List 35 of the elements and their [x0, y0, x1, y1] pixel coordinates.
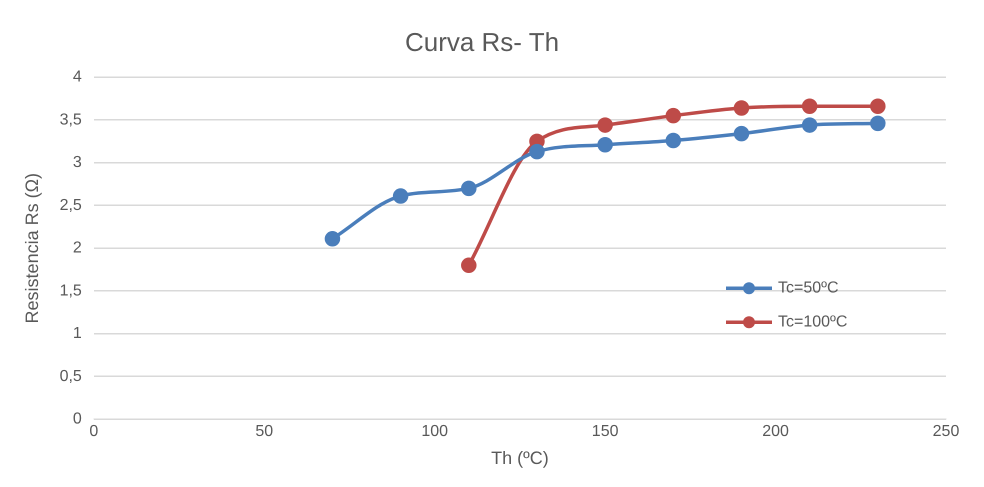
point [734, 126, 750, 142]
y-tick-label: 0 [72, 410, 82, 428]
y-tick-label: 2,5 [60, 196, 82, 214]
legend-label: Tc=100ºC [778, 314, 848, 331]
y-tick-label: 2 [72, 240, 82, 257]
point [870, 98, 886, 114]
y-axis-title: Resistencia Rs (Ω) [22, 172, 42, 324]
point [666, 132, 682, 148]
y-tick-label: 3,5 [60, 111, 82, 128]
point [802, 98, 818, 114]
chart-title: Curva Rs- Th [404, 26, 560, 57]
y-tick-label: 3 [72, 154, 82, 172]
y-tick-label: 4 [72, 68, 82, 86]
point [802, 117, 818, 133]
point [461, 180, 477, 196]
point [529, 144, 545, 160]
x-tick-label: 200 [762, 423, 790, 440]
x-tick-label: 50 [255, 423, 274, 440]
point [392, 188, 408, 204]
x-tick-label: 150 [592, 423, 619, 440]
x-tick-label: 250 [932, 423, 960, 440]
legend-label: Tc=50ºC [778, 280, 839, 297]
point [734, 100, 750, 116]
x-tick-label: 0 [89, 423, 98, 440]
point [461, 258, 477, 274]
point [597, 136, 613, 152]
point [870, 116, 886, 132]
y-tick-label: 1 [72, 325, 82, 342]
x-axis-title: Th (ºC) [491, 448, 549, 468]
point [324, 231, 340, 247]
point [666, 108, 682, 124]
y-tick-label: 1,5 [60, 282, 82, 300]
x-tick-label: 100 [421, 423, 448, 440]
point [597, 117, 613, 133]
y-tick-label: 0,5 [60, 368, 82, 385]
